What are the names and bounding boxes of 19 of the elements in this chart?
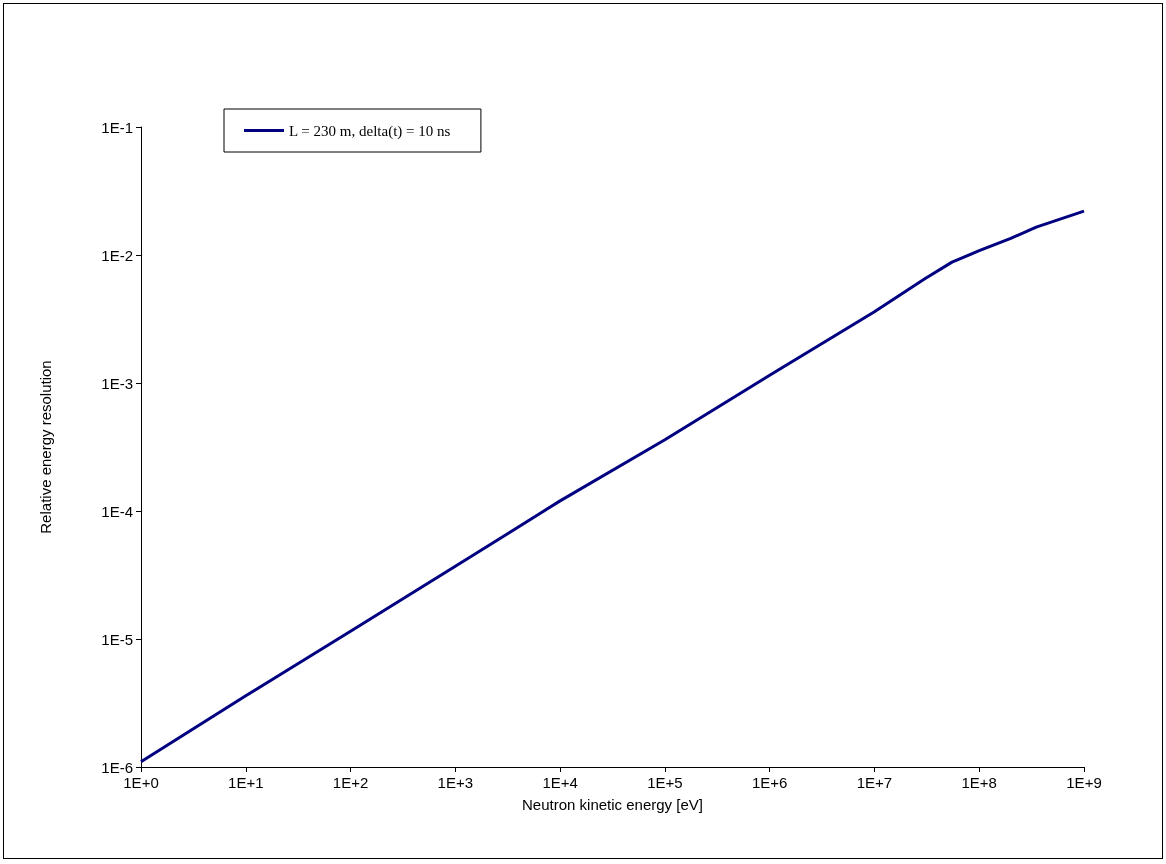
x-tick-label: 1E+7 [856,774,893,791]
x-tick-label: 1E+2 [332,774,369,791]
y-tick-label: 1E-5 [101,630,133,648]
y-tick-label: 1E-6 [101,758,133,776]
x-tick-label: 1E+6 [751,774,788,791]
legend-label: L = 230 m, delta(t) = 10 ns [289,122,451,140]
y-tick-label: 1E-3 [101,374,133,392]
x-tick-label: 1E+0 [123,774,159,791]
y-tick-label: 1E-1 [101,118,133,136]
x-tick-label: 1E+3 [437,774,474,791]
x-tick-label: 1E+5 [647,774,683,791]
y-tick-label: 1E-4 [101,502,133,520]
x-tick-label: 1E+9 [1066,774,1102,791]
x-tick-label: 1E+4 [542,774,578,791]
y-axis-title: Relative energy resolution [37,360,54,534]
x-tick-label: 1E+1 [228,774,264,791]
x-axis-title: Neutron kinetic energy [eV] [522,796,703,813]
y-tick-label: 1E-2 [101,246,133,264]
x-tick-label: 1E+8 [961,774,997,791]
